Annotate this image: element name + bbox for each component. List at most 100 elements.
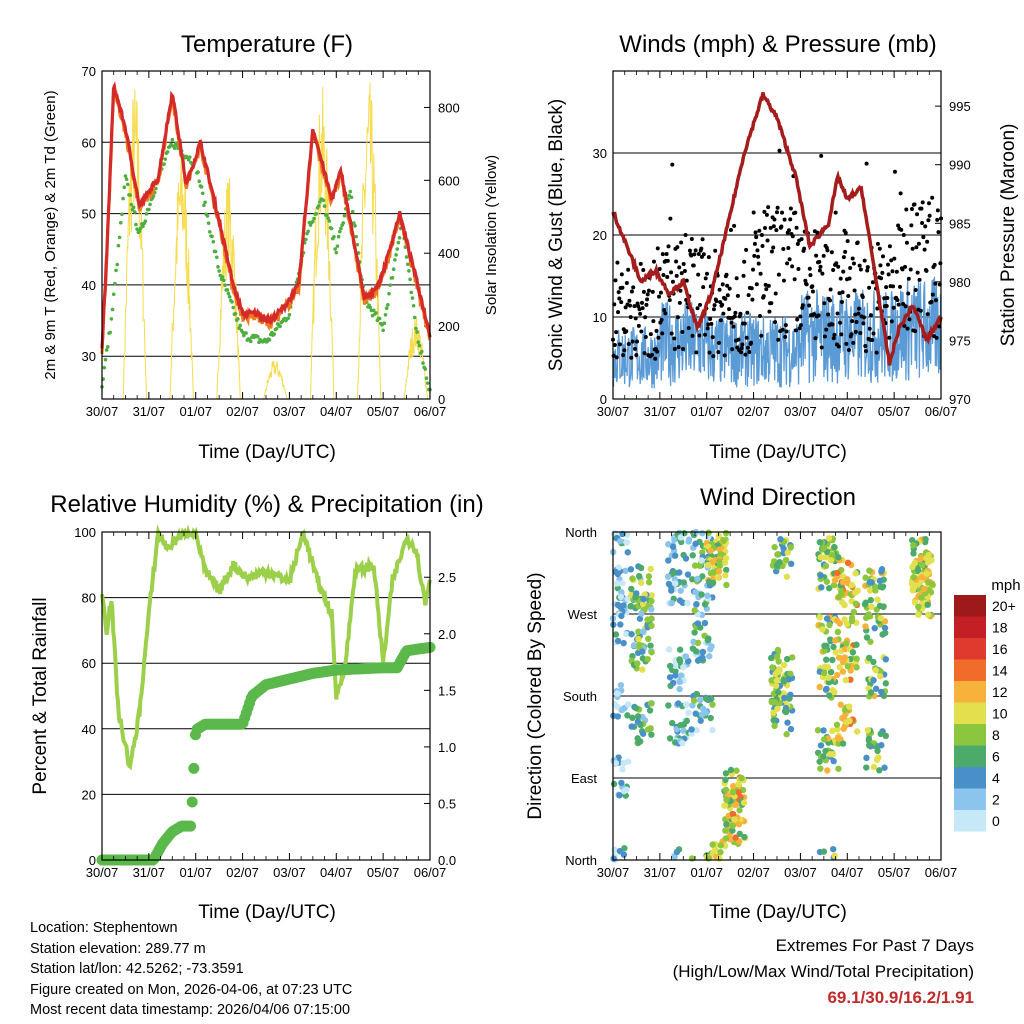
humidity-ylabel-left: Percent & Total Rainfall [30,597,51,794]
gust-point [812,312,817,317]
direction-point [679,739,686,747]
gust-point [769,249,774,254]
direction-point [915,603,922,611]
direction-point [774,705,781,712]
gust-point [932,262,937,267]
dewpoint-point [384,306,389,311]
gust-point [692,252,697,257]
dewpoint-point [162,162,166,166]
direction-point [709,726,716,734]
direction-point [629,652,636,660]
direction-point [704,592,711,599]
direction-point [698,557,705,564]
dewpoint-point [397,235,402,240]
gust-point [629,289,634,294]
direction-point [870,763,878,771]
gust-point [629,355,634,360]
dewpoint-point [215,255,219,260]
direction-point [872,667,879,674]
direction-point [684,599,691,607]
gust-point [645,297,650,302]
gust-point [831,336,836,341]
direction-point [774,646,782,654]
direction-point [614,690,621,697]
gust-point [749,340,754,345]
direction-point [637,564,645,572]
direction-point [733,767,740,774]
direction-point [867,638,874,645]
temperature-ylabel-right: Solar Insolation (Yellow) [483,155,500,315]
gust-point [838,320,843,325]
direction-point [789,654,796,661]
x-tick-label: 02/07 [226,404,259,419]
dewpoint-point [121,196,125,201]
direction-point [771,698,779,706]
direction-point [823,578,830,585]
dewpoint-point [387,291,391,296]
gust-point [824,327,829,332]
direction-point [822,686,830,693]
dewpoint-point [410,296,415,300]
direction-point [706,653,713,660]
direction-point [689,645,697,652]
dewpoint-point [326,216,330,220]
direction-point [707,714,714,722]
direction-point [709,701,716,708]
gust-point [810,284,815,289]
gust-point [875,241,880,246]
gust-point [710,335,715,340]
gust-point [751,267,756,272]
gust-point [766,205,771,210]
direction-point [623,538,630,546]
gust-point [655,349,660,354]
colorbar-swatch [954,745,986,767]
direction-point [838,590,845,597]
dewpoint-point [197,179,202,184]
direction-point [814,727,822,734]
direction-point [694,620,702,627]
direction-point [925,552,932,559]
direction-point [729,810,737,818]
gust-point [759,333,764,338]
gust-point [754,282,759,287]
gust-point [898,284,902,289]
direction-point [876,602,884,610]
direction-point [648,606,655,613]
y2-tick-label: 980 [949,275,971,290]
direction-point [863,764,870,771]
direction-point [677,587,684,594]
dewpoint-point [274,326,279,331]
dewpoint-point [393,258,397,262]
gust-point [657,267,662,272]
gust-point [693,248,698,253]
direction-point [625,701,632,708]
direction-point [676,678,683,686]
direction-point [680,579,687,586]
direction-point [835,554,842,561]
direction-point [640,595,647,603]
gust-point [653,356,658,361]
direction-point [691,607,698,614]
dewpoint-point [382,321,387,326]
gust-point [840,290,845,295]
gust-point [706,255,711,260]
gust-point [744,335,749,340]
direction-point [852,600,860,607]
gust-point [910,246,915,251]
gust-point [784,329,789,334]
x-tick-label: 04/07 [831,865,864,880]
gust-point [638,311,643,316]
gust-point [816,313,821,318]
gust-point [779,224,784,229]
direction-point [824,767,831,774]
direction-point [824,664,832,671]
direction-point [635,635,642,643]
dewpoint-point [200,191,205,196]
gust-point [895,297,900,302]
dewpoint-point [226,291,231,296]
gust-point [765,238,770,243]
dewpoint-point [103,357,108,362]
direction-point [837,701,845,708]
gust-point [698,302,703,307]
gust-point [637,307,642,312]
